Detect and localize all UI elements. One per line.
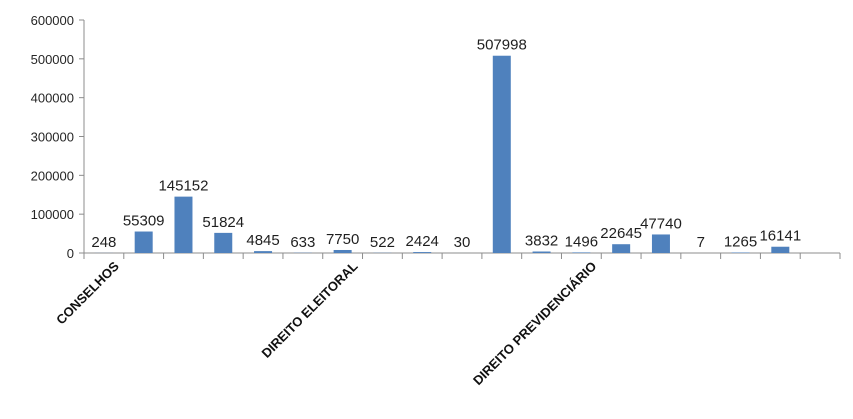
bar	[134, 231, 153, 253]
data-label: 51824	[202, 214, 244, 231]
y-tick-label: 200000	[31, 168, 74, 183]
y-tick-label: 500000	[31, 52, 74, 67]
data-label: 248	[91, 234, 116, 251]
y-tick-label: 100000	[31, 207, 74, 222]
bar	[492, 55, 511, 253]
data-label: 1265	[724, 234, 757, 251]
data-label: 145152	[158, 178, 208, 195]
x-axis	[83, 252, 841, 259]
bar	[771, 246, 790, 253]
y-tick-label: 400000	[31, 91, 74, 106]
x-category-label: CONSELHOS	[53, 258, 122, 327]
x-category-label: DIREITO ELEITORAL	[258, 258, 360, 360]
bar	[214, 232, 233, 253]
data-label: 507998	[477, 37, 527, 54]
bar	[174, 196, 193, 253]
y-tick-label: 0	[67, 246, 74, 261]
data-label: 7750	[326, 231, 359, 248]
data-label: 30	[454, 234, 471, 251]
y-tick-label: 300000	[31, 130, 74, 145]
data-label: 16141	[759, 228, 801, 245]
y-axis: 0 100000 200000 300000 400000 500000 600000	[31, 13, 85, 261]
data-label: 2424	[406, 233, 439, 250]
category-labels: CONSELHOS DIREITO ELEITORAL DIREITO PREVID…	[53, 258, 599, 388]
data-label: 55309	[123, 213, 165, 230]
data-label: 4845	[246, 232, 279, 249]
data-label: 22645	[600, 225, 642, 242]
bars	[94, 55, 790, 253]
bar	[254, 251, 273, 253]
data-label: 633	[290, 234, 315, 251]
data-label: 47740	[640, 215, 682, 232]
data-label: 1496	[565, 233, 598, 250]
bar	[612, 244, 631, 253]
bar	[532, 251, 551, 253]
bar	[651, 234, 670, 253]
y-tick-label: 600000	[31, 13, 74, 28]
data-label: 522	[370, 234, 395, 251]
bar	[333, 249, 352, 253]
bar	[572, 252, 591, 253]
data-label: 3832	[525, 233, 558, 250]
x-category-label: DIREITO PREVIDENCIÁRIO	[470, 259, 599, 388]
data-label: 7	[697, 234, 705, 251]
bar	[413, 252, 432, 253]
